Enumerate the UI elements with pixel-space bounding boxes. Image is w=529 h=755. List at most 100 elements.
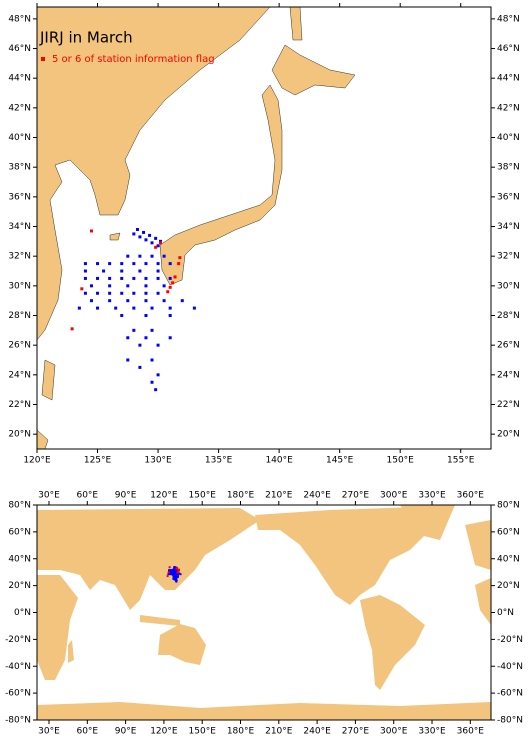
station	[168, 336, 172, 340]
station	[162, 299, 166, 303]
x-tick-label: 150°E	[189, 491, 217, 501]
regional-land	[37, 7, 356, 449]
station	[168, 262, 172, 266]
world-land	[37, 505, 491, 720]
x-tick-label: 240°E	[303, 727, 331, 737]
y-tick-label: 24°N	[497, 370, 520, 380]
station	[132, 262, 136, 266]
x-tick-label: 300°E	[380, 727, 408, 737]
x-tick-label: 180°E	[227, 491, 255, 501]
station	[120, 276, 124, 280]
station	[156, 244, 160, 248]
y-tick-label: 0°N	[14, 608, 31, 618]
y-tick-label: -40°N	[5, 662, 31, 672]
station	[108, 262, 112, 266]
x-tick-label: 330°E	[418, 727, 446, 737]
y-tick-label: 30°N	[8, 281, 31, 291]
station	[138, 254, 142, 258]
station	[175, 577, 178, 580]
station	[172, 568, 175, 571]
y-tick-label: 34°N	[497, 222, 520, 232]
station	[126, 299, 130, 303]
station	[172, 577, 175, 580]
x-tick-label: 135°E	[205, 456, 233, 466]
map-frame	[36, 6, 492, 450]
x-tick-label: 210°E	[265, 491, 293, 501]
station	[156, 373, 160, 377]
station	[173, 275, 177, 279]
x-tick-label: 360°E	[457, 727, 485, 737]
x-tick-label: 120°E	[23, 0, 51, 3]
y-tick-label: 48°N	[8, 14, 31, 24]
station	[173, 568, 176, 571]
station	[83, 262, 87, 266]
station	[144, 299, 148, 303]
y-tick-label: 26°N	[8, 341, 31, 351]
station	[169, 573, 172, 576]
x-tick-label: 240°E	[303, 491, 331, 501]
y-tick-label: 42°N	[497, 103, 520, 113]
y-tick-label: 60°N	[497, 527, 520, 537]
station	[192, 306, 196, 310]
station	[168, 306, 172, 310]
station	[70, 327, 74, 331]
y-tick-label: 26°N	[497, 341, 520, 351]
station	[176, 575, 179, 578]
station	[156, 276, 160, 280]
station	[166, 575, 169, 578]
station	[154, 236, 158, 240]
x-tick-label: 120°E	[23, 456, 51, 466]
station	[156, 262, 160, 266]
y-tick-label: 20°N	[8, 430, 31, 440]
y-tick-label: -80°N	[497, 716, 523, 726]
y-tick-label: 28°N	[497, 311, 520, 321]
station	[96, 291, 100, 295]
station	[175, 567, 178, 570]
station	[108, 276, 112, 280]
x-tick-label: 210°E	[265, 727, 293, 737]
x-tick-label: 140°E	[265, 0, 293, 3]
station	[108, 291, 112, 295]
station	[173, 573, 176, 576]
x-tick-label: 90°E	[115, 491, 137, 501]
y-tick-label: -20°N	[497, 635, 523, 645]
station	[126, 358, 130, 362]
x-tick-label: 150°E	[387, 456, 415, 466]
station	[168, 276, 172, 280]
station	[166, 290, 170, 294]
y-tick-label: 0°N	[497, 608, 514, 618]
y-tick-label: 20°N	[497, 581, 520, 591]
station	[150, 241, 154, 245]
station	[144, 336, 148, 340]
station	[154, 388, 158, 392]
station	[175, 580, 178, 583]
station	[120, 291, 124, 295]
station	[168, 285, 172, 289]
station	[144, 284, 148, 288]
station	[132, 328, 136, 332]
station	[167, 573, 170, 576]
station	[177, 570, 180, 573]
station	[177, 568, 180, 571]
y-tick-label: 46°N	[497, 44, 520, 54]
x-tick-label: 150°E	[387, 0, 415, 3]
station	[102, 269, 106, 273]
station	[180, 299, 184, 303]
station	[172, 575, 175, 578]
y-tick-label: 60°N	[8, 527, 31, 537]
x-tick-label: 135°E	[205, 0, 233, 3]
station	[144, 238, 148, 242]
y-tick-label: 40°N	[8, 554, 31, 564]
station	[176, 573, 179, 576]
y-tick-label: 34°N	[8, 222, 31, 232]
station	[120, 262, 124, 266]
station	[83, 276, 87, 280]
station	[179, 573, 182, 576]
y-tick-label: 80°N	[8, 501, 31, 511]
station	[177, 262, 181, 266]
y-tick-label: 22°N	[8, 400, 31, 410]
x-tick-label: 140°E	[265, 456, 293, 466]
y-tick-label: 46°N	[8, 44, 31, 54]
y-tick-label: 44°N	[8, 74, 31, 84]
station	[96, 262, 100, 266]
